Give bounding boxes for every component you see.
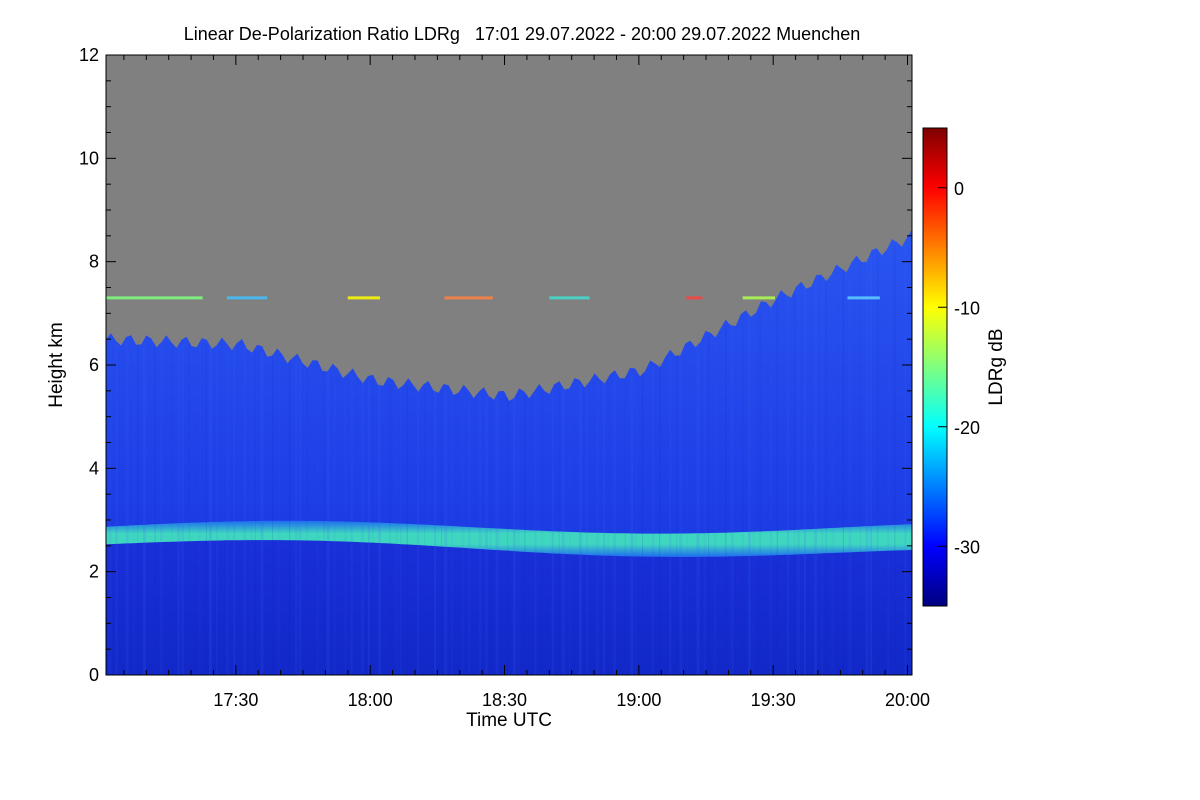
y-tick-label: 6 xyxy=(89,355,99,375)
low-ldr-region xyxy=(106,540,912,675)
x-tick-label: 17:30 xyxy=(213,690,258,710)
y-tick-label: 8 xyxy=(89,252,99,272)
x-tick-label: 19:30 xyxy=(751,690,796,710)
y-axis-label: Height km xyxy=(46,322,67,408)
x-axis-label: Time UTC xyxy=(466,710,552,731)
y-axis: 0 2 4 6 8 10 12 xyxy=(79,45,912,685)
x-axis: 17:30 18:00 18:30 19:00 19:30 20:00 xyxy=(123,55,930,710)
colorbar-tick-label: 0 xyxy=(954,179,964,199)
y-tick-label: 10 xyxy=(79,148,99,168)
colorbar-tick-label: -20 xyxy=(954,418,980,438)
colorbar-label: LDRg dB xyxy=(986,328,1007,405)
colorbar-scale xyxy=(922,127,948,607)
x-tick-label: 20:00 xyxy=(885,690,930,710)
y-tick-label: 2 xyxy=(89,562,99,582)
colorbar-ticks: 0 -10 -20 -30 xyxy=(938,179,980,557)
y-tick-label: 0 xyxy=(89,665,99,685)
y-tick-label: 4 xyxy=(89,458,99,478)
x-tick-label: 18:00 xyxy=(348,690,393,710)
colorbar: 0 -10 -20 -30 LDRg dB xyxy=(922,127,1007,607)
plot-area xyxy=(106,55,912,675)
melting-layer-band xyxy=(106,520,912,557)
chart-title: Linear De-Polarization Ratio LDRg 17:01 … xyxy=(184,24,860,44)
x-tick-label: 19:00 xyxy=(616,690,661,710)
y-tick-label: 12 xyxy=(79,45,99,65)
data-texture xyxy=(106,240,907,675)
x-tick-label: 18:30 xyxy=(482,690,527,710)
colorbar-tick-label: -10 xyxy=(954,298,980,318)
colorbar-tick-label: -30 xyxy=(954,537,980,557)
